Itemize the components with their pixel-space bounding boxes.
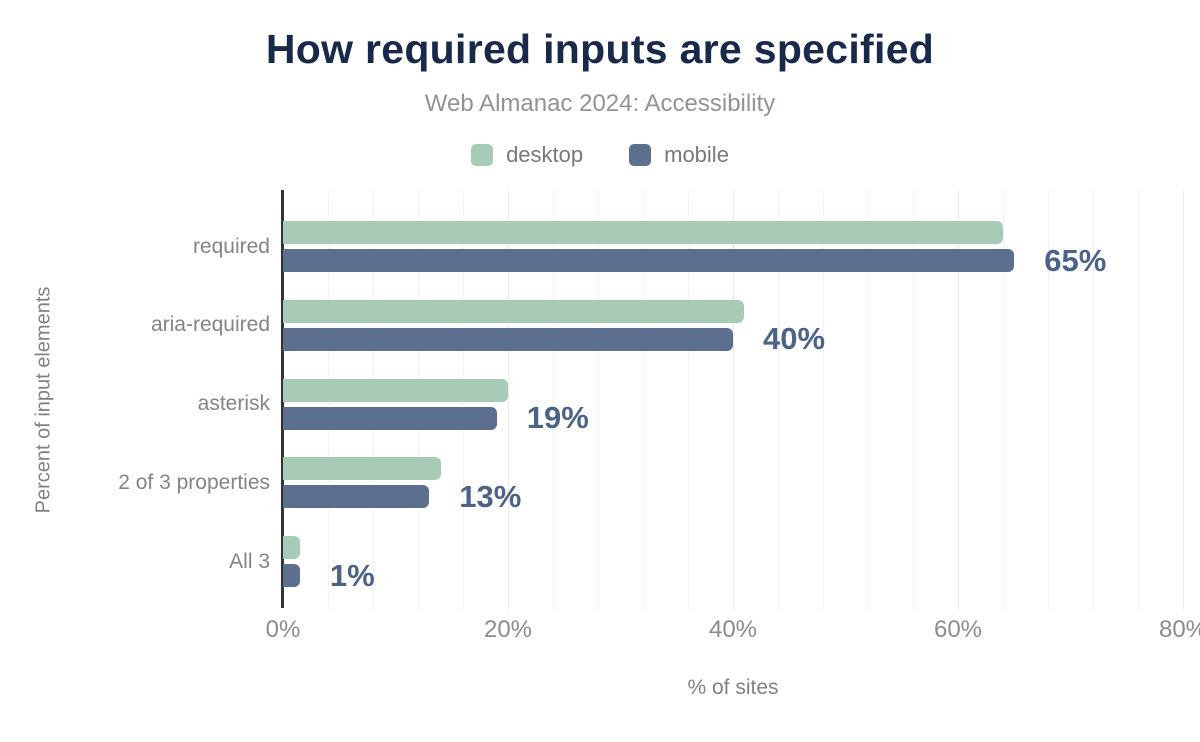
gridline-24pct [553,190,554,610]
x-tick-80pct: 80% [1158,616,1200,643]
legend-item-desktop: desktop [471,142,583,168]
bar-desktop-1 [283,299,745,323]
legend-label-desktop: desktop [506,142,584,167]
bar-desktop-0 [283,221,1003,244]
bar-mobile-1 [283,327,733,351]
legend: desktop mobile [0,142,1200,168]
x-tick-60pct: 60% [933,616,983,643]
gridline-56pct [913,190,914,610]
gridline-36pct [688,190,689,610]
bar-mobile-3 [283,485,430,509]
gridline-80pct [1183,190,1184,610]
legend-item-mobile: mobile [629,142,729,168]
category-label-all-3: All 3 [229,549,270,573]
gridline-72pct [1093,190,1094,610]
category-label-2-of-3-properties: 2 of 3 properties [118,470,270,494]
bar-mobile-2 [283,406,497,430]
gridline-28pct [598,190,599,610]
value-label-3: 13% [459,478,522,514]
gridline-20pct [508,190,509,610]
x-tick-20pct: 20% [483,616,533,643]
mobile-swatch-icon [629,144,652,166]
legend-label-mobile: mobile [664,142,729,167]
value-label-2: 19% [526,400,589,435]
bar-mobile-4 [283,564,300,587]
category-label-aria-required: aria-required [150,313,270,337]
value-label-1: 40% [763,321,826,357]
bar-mobile-0 [283,249,1015,272]
category-label-asterisk: asterisk [197,392,270,415]
category-label-required: required [192,234,270,258]
bar-desktop-2 [283,378,508,402]
value-label-0: 65% [1044,242,1107,278]
gridline-68pct [1048,190,1049,610]
x-tick-40pct: 40% [708,616,758,643]
y-axis-line [281,190,284,608]
x-axis-title: % of sites [687,676,779,699]
gridline-48pct [823,190,824,610]
bar-desktop-4 [283,536,300,559]
gridline-60pct [958,190,959,610]
chart-title: How required inputs are specified [265,26,935,72]
bar-desktop-3 [283,457,441,481]
gridline-76pct [1138,190,1139,610]
gridline-32pct [643,190,644,610]
gridline-52pct [868,190,869,610]
gridline-44pct [778,190,779,610]
gridline-64pct [1003,190,1004,610]
desktop-swatch-icon [471,144,494,166]
x-tick-0pct: 0% [265,616,301,643]
value-label-4: 1% [329,557,375,593]
chart-subtitle: Web Almanac 2024: Accessibility [424,90,776,117]
gridline-40pct [733,190,734,610]
